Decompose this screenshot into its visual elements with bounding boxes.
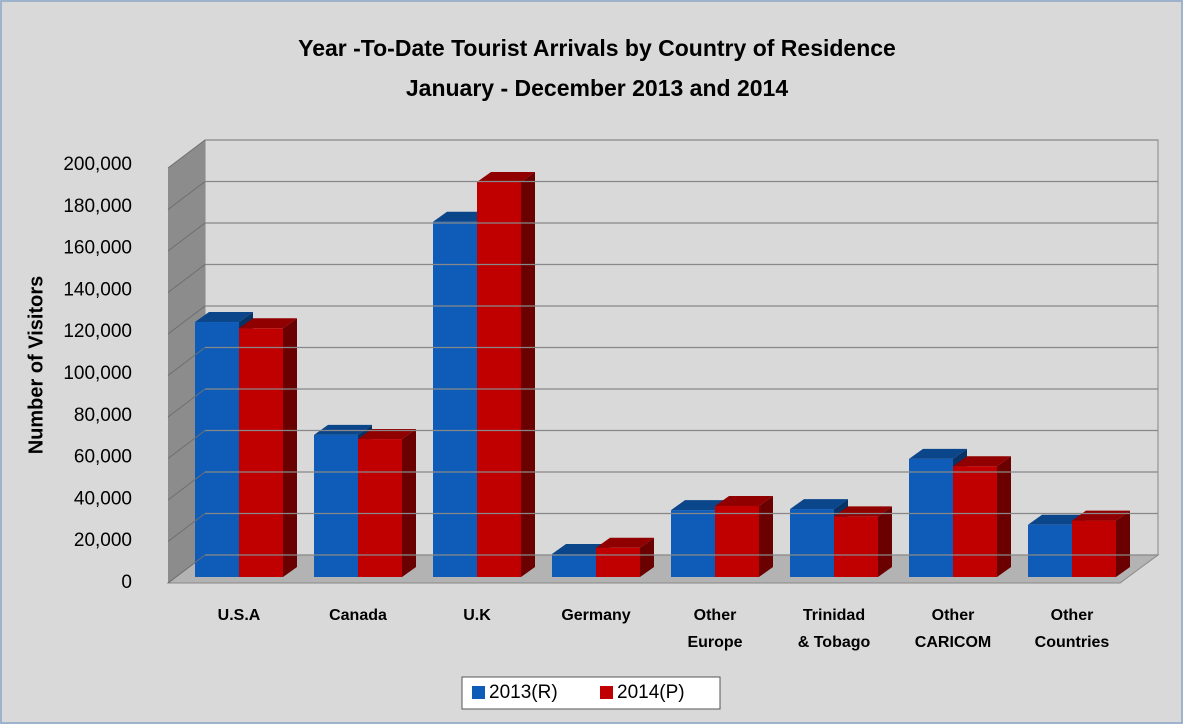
bar-top: [715, 495, 773, 506]
grid-line-side: [167, 388, 206, 418]
legend-swatch: [600, 686, 613, 699]
bar: [834, 506, 892, 577]
bar-front: [358, 439, 402, 577]
bar-side: [997, 456, 1011, 577]
y-tick-label: 180,000: [63, 196, 132, 217]
y-tick-label: 60,000: [74, 447, 132, 468]
bar-top: [909, 448, 967, 459]
grid-line-side: [167, 554, 206, 584]
bar: [596, 537, 654, 577]
bar-front: [834, 516, 878, 577]
grid-line-side: [167, 139, 206, 169]
bar-top: [239, 318, 297, 329]
chart-title: Year -To-Date Tourist Arrivals by Countr…: [298, 35, 896, 61]
bar-top: [195, 312, 253, 323]
x-tick-label: U.S.A: [217, 607, 261, 624]
bar: [715, 495, 773, 577]
grid-line-side: [167, 347, 206, 376]
bar-front: [1072, 520, 1116, 577]
bar-front: [715, 505, 759, 577]
legend-label: 2013(R): [489, 682, 558, 703]
bar-top: [314, 424, 372, 435]
bar-top: [552, 544, 610, 555]
bar-top: [1028, 514, 1086, 525]
bar-front: [239, 328, 283, 577]
grid-line-side: [167, 471, 206, 501]
bar-top: [433, 211, 491, 222]
bar-top: [596, 537, 654, 548]
y-tick-label: 100,000: [63, 363, 132, 384]
bar-side: [878, 506, 892, 577]
y-tick-label: 160,000: [63, 238, 132, 259]
grid-line-side: [167, 305, 206, 335]
y-tick-label: 20,000: [74, 530, 132, 551]
y-tick-label: 120,000: [63, 321, 132, 342]
bar: [953, 456, 1011, 577]
x-tick-label: Germany: [561, 607, 631, 624]
bar-side: [759, 495, 773, 577]
y-axis-label: Number of Visitors: [25, 276, 47, 455]
y-tick-label: 200,000: [63, 154, 132, 175]
grid-line-side: [167, 222, 206, 252]
bar-side: [283, 318, 297, 577]
bar-front: [596, 547, 640, 577]
bar-top: [671, 500, 729, 511]
y-tick-label: 140,000: [63, 279, 132, 300]
bar: [239, 318, 297, 577]
bar-top: [477, 171, 535, 182]
x-tick-label: Other Europe: [687, 607, 743, 651]
grid-line-side: [167, 430, 206, 459]
legend-swatch: [472, 686, 485, 699]
bar: [477, 171, 535, 578]
bar-front: [433, 221, 477, 577]
bar-side: [521, 171, 535, 578]
bar-side: [640, 537, 654, 577]
y-tick-label: 40,000: [74, 488, 132, 509]
legend-label: 2014(P): [617, 682, 685, 703]
bar-side: [1116, 510, 1130, 577]
bar-side: [402, 429, 416, 577]
grid-line-side: [167, 264, 206, 293]
bar-front: [552, 554, 596, 577]
grid-line-side: [167, 181, 206, 210]
bar-top: [953, 456, 1011, 467]
bar-front: [671, 510, 715, 577]
legend: [461, 676, 721, 710]
chart-subtitle: January - December 2013 and 2014: [406, 75, 788, 101]
bar: [1072, 510, 1130, 577]
x-tick-label: Other CARICOM: [914, 607, 992, 651]
bar-front: [477, 181, 521, 578]
bar-top: [790, 499, 848, 510]
x-tick-label: U.K: [463, 607, 491, 624]
bar-front: [195, 322, 239, 577]
x-tick-label: Trinidad & Tobago: [797, 607, 871, 651]
x-tick-label: Canada: [329, 607, 387, 624]
x-tick-label: Other Countries: [1034, 607, 1110, 651]
bar-front: [790, 509, 834, 577]
bar-front: [314, 434, 358, 577]
bar-front: [953, 466, 997, 577]
y-tick-label: 80,000: [74, 405, 132, 426]
y-tick-label: 0: [121, 572, 132, 593]
grid-line-side: [167, 513, 206, 542]
bar-front: [909, 458, 953, 577]
bar-front: [1028, 524, 1072, 577]
bar: [358, 429, 416, 577]
bar-top: [358, 429, 416, 440]
